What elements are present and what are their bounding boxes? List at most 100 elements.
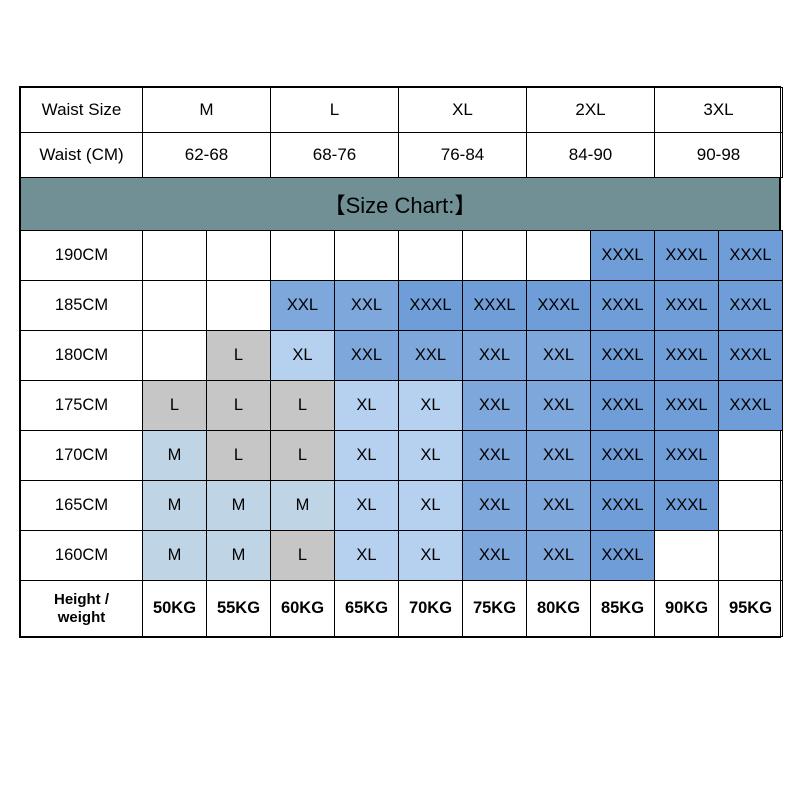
size-cell: XXXL <box>591 531 655 581</box>
size-cell: XXL <box>463 381 527 431</box>
size-cell <box>719 431 783 481</box>
size-cell: XXL <box>463 481 527 531</box>
size-cell <box>335 231 399 281</box>
size-cell: L <box>207 381 271 431</box>
waist-size-header: Waist Size <box>21 88 143 133</box>
weight-label: 80KG <box>527 581 591 637</box>
height-label: 160CM <box>21 531 143 581</box>
table-row: Waist (CM) 62-68 68-76 76-84 84-90 90-98 <box>21 133 783 178</box>
size-cell: L <box>271 531 335 581</box>
waist-size-cell: M <box>143 88 271 133</box>
size-cell <box>271 231 335 281</box>
size-cell: XXXL <box>591 381 655 431</box>
size-cell: L <box>207 331 271 381</box>
size-cell <box>655 531 719 581</box>
size-cell: XXXL <box>719 331 783 381</box>
weight-label: 95KG <box>719 581 783 637</box>
table-row: 165CMMMMXLXLXXLXXLXXXLXXXL <box>21 481 783 531</box>
height-label: 170CM <box>21 431 143 481</box>
waist-size-cell: XL <box>399 88 527 133</box>
size-cell: XXL <box>463 331 527 381</box>
size-cell: XXXL <box>399 281 463 331</box>
size-cell: XXXL <box>655 381 719 431</box>
size-cell <box>143 331 207 381</box>
weight-label: 85KG <box>591 581 655 637</box>
size-cell: XXL <box>527 331 591 381</box>
size-cell: XL <box>335 481 399 531</box>
table-row: Height /weight50KG55KG60KG65KG70KG75KG80… <box>21 581 783 637</box>
size-cell: XXXL <box>591 481 655 531</box>
weight-label: 70KG <box>399 581 463 637</box>
size-cell: XXL <box>335 331 399 381</box>
size-cell: XXL <box>271 281 335 331</box>
table-row: Waist Size M L XL 2XL 3XL <box>21 88 783 133</box>
size-cell: XL <box>399 531 463 581</box>
size-cell: XXL <box>463 431 527 481</box>
height-label: 165CM <box>21 481 143 531</box>
size-cell: XXXL <box>655 231 719 281</box>
size-cell: M <box>271 481 335 531</box>
size-cell: XXXL <box>655 481 719 531</box>
size-cell: XXXL <box>655 281 719 331</box>
size-cell <box>399 231 463 281</box>
waist-cm-cell: 76-84 <box>399 133 527 178</box>
weight-label: 60KG <box>271 581 335 637</box>
waist-cm-cell: 84-90 <box>527 133 655 178</box>
height-weight-chart: 190CMXXXLXXXLXXXL185CMXXLXXLXXXLXXXLXXXL… <box>20 230 783 637</box>
size-cell: XXXL <box>719 281 783 331</box>
size-cell: XL <box>399 431 463 481</box>
size-cell: M <box>143 431 207 481</box>
size-cell: XXXL <box>591 231 655 281</box>
size-chart-title: 【Size Chart:】 <box>20 178 780 230</box>
size-cell: XXXL <box>655 431 719 481</box>
size-cell: XXXL <box>655 331 719 381</box>
size-cell <box>207 231 271 281</box>
table-row: 180CMLXLXXLXXLXXLXXLXXXLXXXLXXXL <box>21 331 783 381</box>
table-row: 170CMMLLXLXLXXLXXLXXXLXXXL <box>21 431 783 481</box>
size-cell <box>719 481 783 531</box>
size-cell <box>527 231 591 281</box>
size-cell <box>719 531 783 581</box>
weight-label: 50KG <box>143 581 207 637</box>
size-cell <box>207 281 271 331</box>
size-cell: XXL <box>399 331 463 381</box>
size-cell <box>143 281 207 331</box>
size-cell: XL <box>399 481 463 531</box>
weight-label: 75KG <box>463 581 527 637</box>
waist-cm-header: Waist (CM) <box>21 133 143 178</box>
size-cell: XXXL <box>591 331 655 381</box>
size-cell: XXL <box>527 531 591 581</box>
waist-cm-cell: 68-76 <box>271 133 399 178</box>
height-label: 180CM <box>21 331 143 381</box>
waist-size-cell: 2XL <box>527 88 655 133</box>
size-cell: L <box>271 431 335 481</box>
size-chart-container: Waist Size M L XL 2XL 3XL Waist (CM) 62-… <box>19 86 781 638</box>
height-label: 175CM <box>21 381 143 431</box>
size-cell: L <box>143 381 207 431</box>
size-cell: XXL <box>527 431 591 481</box>
height-label: 190CM <box>21 231 143 281</box>
size-cell: XXL <box>527 481 591 531</box>
height-label: 185CM <box>21 281 143 331</box>
size-cell: XXL <box>527 381 591 431</box>
weight-label: 55KG <box>207 581 271 637</box>
weight-label: 65KG <box>335 581 399 637</box>
size-cell: XXXL <box>591 281 655 331</box>
size-cell: M <box>207 481 271 531</box>
size-cell: XXXL <box>463 281 527 331</box>
table-row: 190CMXXXLXXXLXXXL <box>21 231 783 281</box>
size-cell: XXXL <box>527 281 591 331</box>
size-cell: XL <box>335 431 399 481</box>
size-cell: L <box>271 381 335 431</box>
size-cell: XL <box>271 331 335 381</box>
waist-size-table: Waist Size M L XL 2XL 3XL Waist (CM) 62-… <box>20 87 783 178</box>
waist-cm-cell: 62-68 <box>143 133 271 178</box>
size-cell: XL <box>335 531 399 581</box>
size-cell: M <box>143 481 207 531</box>
table-row: 160CMMMLXLXLXXLXXLXXXL <box>21 531 783 581</box>
height-weight-label: Height /weight <box>21 581 143 637</box>
table-row: 175CMLLLXLXLXXLXXLXXXLXXXLXXXL <box>21 381 783 431</box>
size-cell: XXXL <box>719 381 783 431</box>
size-cell: XL <box>399 381 463 431</box>
waist-cm-cell: 90-98 <box>655 133 783 178</box>
